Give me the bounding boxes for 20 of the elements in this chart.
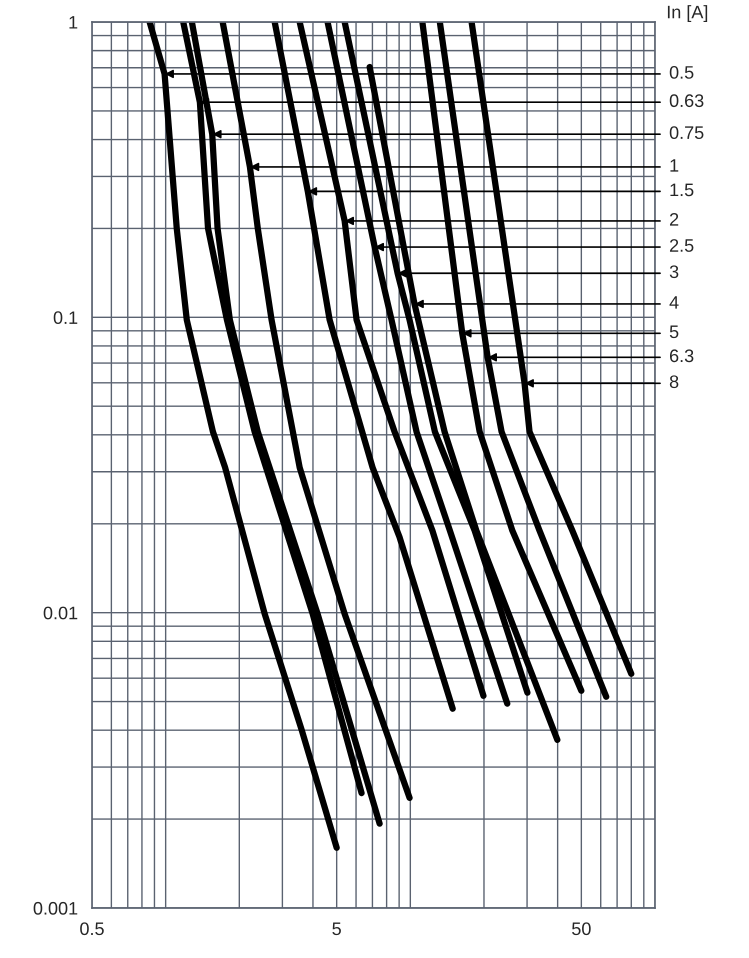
annotation: 8 <box>670 375 678 388</box>
y-tick-label: 0.01 <box>44 606 78 620</box>
x-tick-label: 50 <box>572 922 591 936</box>
annotation: 2.5 <box>670 239 694 252</box>
text: In [A] <box>668 5 708 22</box>
annotation: 0.5 <box>670 66 694 79</box>
annotation: 3 <box>670 265 678 278</box>
annotation: 1.5 <box>670 184 694 196</box>
x-tick-label: 5 <box>332 922 341 936</box>
x-tick-label: 0.5 <box>80 922 104 936</box>
annotation: 0.75 <box>670 126 704 140</box>
y-tick-label: 0.001 <box>34 902 78 915</box>
y-tick-label: 1 <box>69 16 78 29</box>
y-tick-label: 0.1 <box>54 311 78 324</box>
annotation: 2 <box>670 213 678 226</box>
annotation: 6.3 <box>670 349 694 362</box>
annotation: 0.63 <box>670 94 704 108</box>
annotation: 4 <box>669 296 679 309</box>
annotation: 5 <box>670 326 678 338</box>
annotation: 1 <box>670 159 678 172</box>
